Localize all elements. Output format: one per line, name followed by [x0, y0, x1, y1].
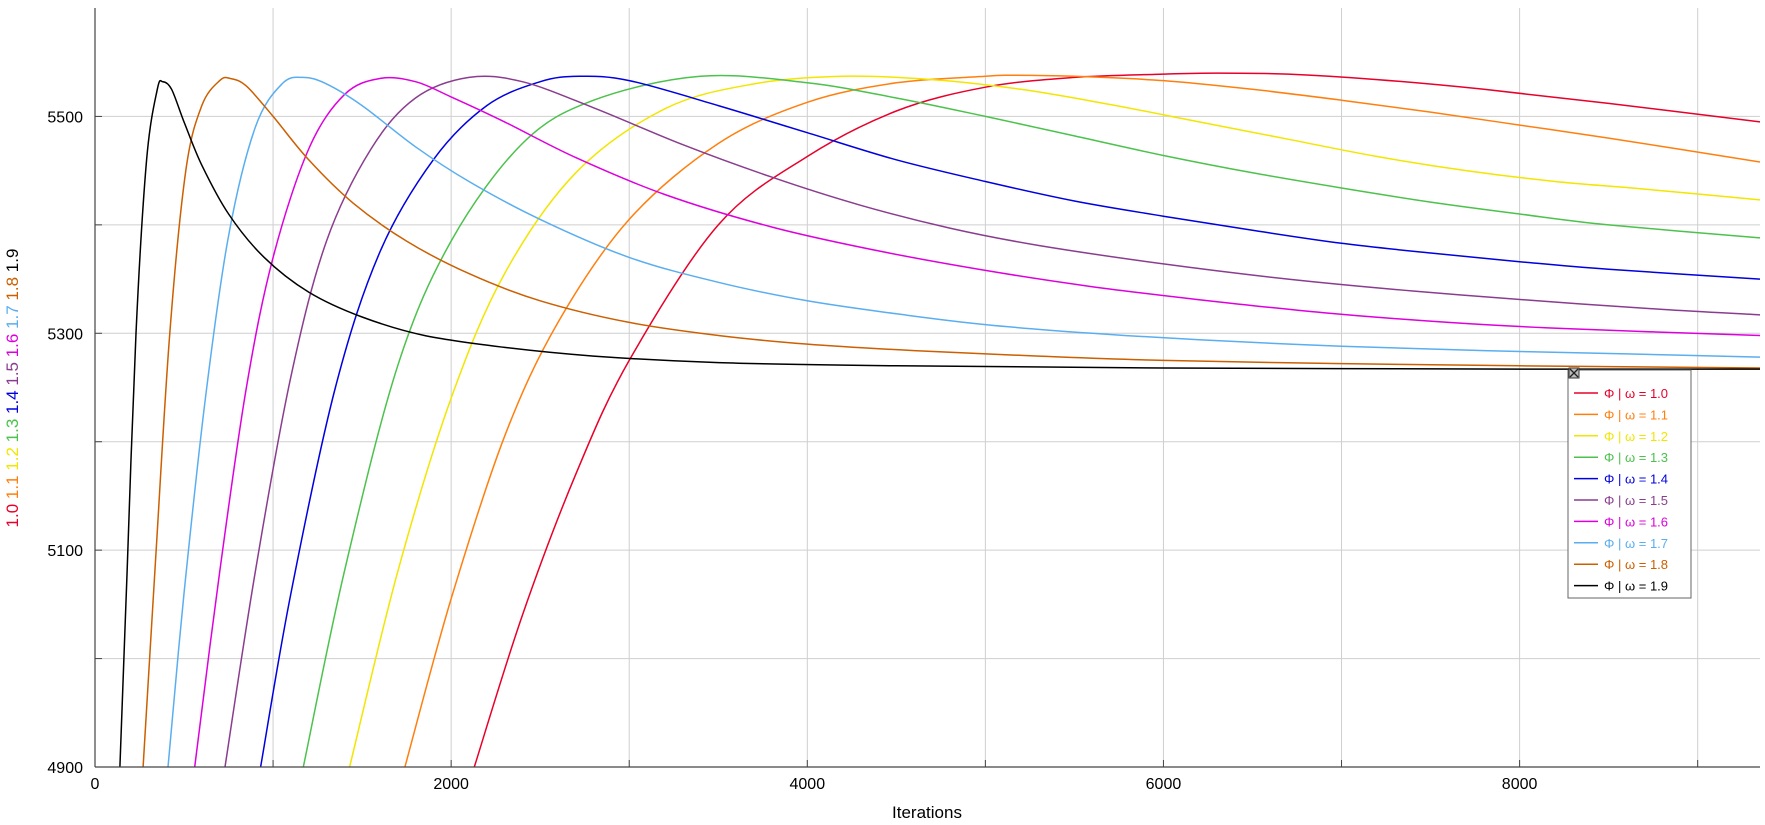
series-line-7 — [167, 76, 1760, 767]
y-axis-title-part: 1.6 — [3, 334, 22, 362]
legend: Φ | ω = 1.0 Φ | ω = 1.1 Φ | ω = 1.2 Φ | ω =… — [1567, 367, 1692, 599]
series-line-3 — [302, 74, 1760, 767]
y-axis-title-part: 1.5 — [3, 362, 22, 390]
tick-labels: 0 2000 4000 6000 8000 4900 5100 5300 5500 — [47, 109, 1537, 793]
legend-close-icon-stroke — [1569, 368, 1579, 378]
y-axis-title-part: 1.2 — [3, 447, 22, 475]
y-axis-title: 1.0 1.1 1.2 1.3 1.4 1.5 1.6 1.7 1.8 1.9 — [3, 249, 22, 528]
series-line-5 — [224, 75, 1760, 767]
y-axis-title-part: 1.0 — [3, 504, 22, 528]
y-tick-label: 5300 — [47, 326, 83, 343]
y-tick-label: 5500 — [47, 109, 83, 126]
x-tick-label: 0 — [91, 776, 100, 793]
series-line-9 — [119, 79, 1760, 767]
legend-entry: Φ | ω = 1.2 — [1604, 429, 1668, 444]
series-line-4 — [259, 75, 1760, 767]
legend-entry: Φ | ω = 1.0 — [1604, 386, 1668, 401]
legend-box — [1567, 369, 1692, 599]
series-line-1 — [404, 74, 1760, 767]
series-line-6 — [193, 76, 1760, 767]
x-tick-label: 8000 — [1502, 776, 1538, 793]
y-tick-label: 5100 — [47, 543, 83, 560]
legend-entry: Φ | ω = 1.9 — [1604, 579, 1668, 594]
x-tick-label: 6000 — [1146, 776, 1182, 793]
legend-entry: Φ | ω = 1.5 — [1604, 493, 1668, 508]
x-tick-label: 4000 — [790, 776, 826, 793]
plot-background — [95, 8, 1760, 767]
legend-entry: Φ | ω = 1.7 — [1604, 536, 1668, 551]
legend-entry: Φ | ω = 1.8 — [1604, 557, 1668, 572]
y-axis-title-part: 1.8 — [3, 277, 22, 305]
x-axis-title: Iterations — [892, 803, 962, 822]
legend-entry: Φ | ω = 1.3 — [1604, 450, 1668, 465]
y-axis-title-part: 1.7 — [3, 305, 22, 333]
grid — [95, 8, 1760, 767]
series-line-0 — [473, 72, 1760, 767]
y-axis-title-part: 1.9 — [3, 249, 22, 277]
y-axis-title-part: 1.3 — [3, 419, 22, 447]
series-lines — [119, 72, 1760, 767]
legend-entry: Φ | ω = 1.1 — [1604, 407, 1668, 422]
y-axis-title-part: 1.1 — [3, 475, 22, 503]
legend-entry: Φ | ω = 1.6 — [1604, 514, 1668, 529]
legend-entry: Φ | ω = 1.4 — [1604, 472, 1668, 487]
y-axis-title-part: 1.4 — [3, 390, 22, 418]
axes — [94, 8, 1760, 768]
series-line-2 — [348, 75, 1760, 767]
y-tick-label: 4900 — [47, 760, 83, 777]
x-tick-label: 2000 — [433, 776, 469, 793]
series-line-8 — [142, 76, 1760, 767]
